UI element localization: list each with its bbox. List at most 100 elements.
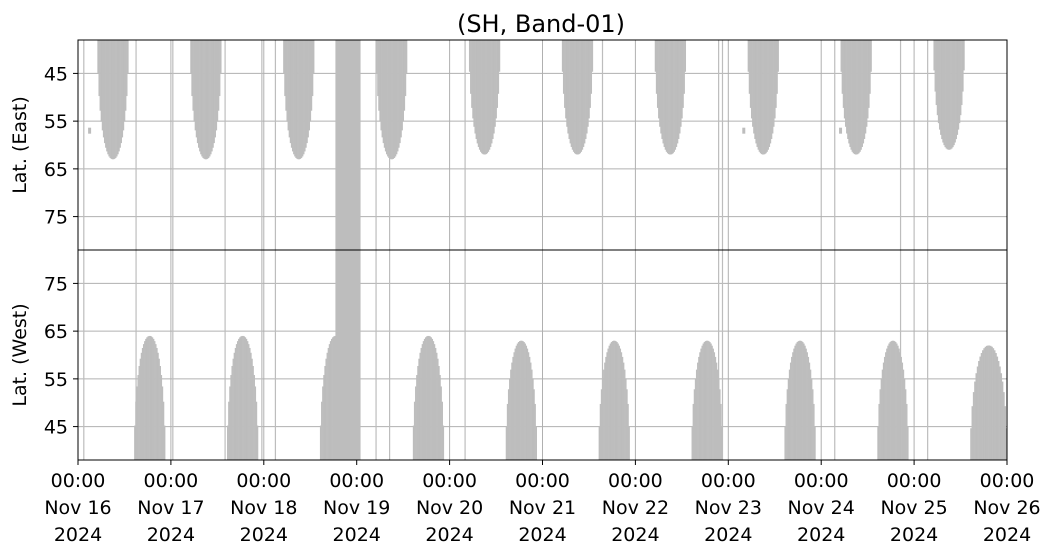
x-tick-label-line: 00:00 (887, 470, 942, 492)
coverage-marker (839, 127, 843, 134)
coverage-cell (907, 426, 909, 460)
coverage-cell (604, 362, 606, 460)
coverage-cell (255, 401, 258, 460)
coverage-cell (865, 40, 868, 127)
coverage-lobe (190, 40, 222, 160)
coverage-cell (144, 341, 146, 460)
coverage-cell (766, 40, 768, 152)
x-tick-label-line: 2024 (147, 524, 195, 546)
coverage-cell (527, 352, 530, 460)
coverage-cell (979, 356, 982, 460)
coverage-cell (309, 40, 312, 122)
coverage-cell (769, 40, 772, 144)
coverage-cell (380, 40, 382, 131)
coverage-cell (127, 40, 129, 74)
coverage-cell (567, 40, 569, 134)
coverage-cell (99, 40, 101, 111)
x-tick-label-line: 00:00 (144, 470, 199, 492)
coverage-cell (752, 40, 754, 127)
coverage-cell (489, 40, 492, 147)
y-tick-label: 55 (44, 369, 68, 391)
coverage-cell (673, 40, 675, 152)
coverage-cell (589, 40, 591, 108)
y-tick-label: 55 (44, 111, 68, 133)
coverage-cell (427, 335, 429, 460)
coverage-cell (786, 389, 789, 460)
coverage-cell (219, 40, 221, 97)
coverage-cell (975, 373, 978, 460)
coverage-cell (603, 369, 605, 460)
coverage-cell (776, 40, 778, 94)
coverage-cell (692, 403, 695, 460)
coverage-cell (993, 350, 996, 460)
coverage-cell (387, 40, 389, 157)
coverage-cell (510, 369, 512, 460)
coverage-cell (480, 40, 482, 152)
coverage-cell (775, 40, 777, 108)
coverage-cell (879, 389, 881, 460)
coverage-cell (162, 401, 165, 460)
coverage-cell (158, 358, 160, 460)
coverage-cell (980, 353, 983, 460)
coverage-cell (249, 347, 251, 460)
coverage-cell (710, 343, 712, 460)
coverage-cell (1004, 406, 1006, 460)
coverage-cell (656, 40, 659, 108)
coverage-cell (974, 381, 976, 460)
coverage-cell (842, 40, 845, 108)
coverage-cell (664, 40, 667, 150)
coverage-cell (323, 375, 325, 460)
coverage-cell (513, 352, 515, 460)
x-tick-label-line: 00:00 (980, 470, 1035, 492)
coverage-cell (496, 40, 499, 108)
coverage-cell (850, 40, 852, 150)
coverage-cell (991, 346, 993, 460)
coverage-cell (290, 40, 293, 148)
coverage-cell (676, 40, 679, 144)
coverage-cell (430, 337, 432, 460)
coverage-cell (806, 352, 808, 460)
coverage-cell (933, 40, 935, 71)
coverage-cell (442, 425, 445, 460)
coverage-cell (487, 40, 490, 152)
coverage-cell (950, 40, 952, 150)
y-tick-label: 45 (44, 417, 68, 439)
coverage-cell (601, 378, 604, 460)
coverage-cell (889, 342, 891, 460)
coverage-cell (586, 40, 588, 134)
coverage-cell (482, 40, 484, 155)
coverage-cell (807, 356, 810, 460)
x-tick-label-line: 2024 (240, 524, 288, 546)
coverage-cell (161, 386, 164, 460)
coverage-cell (588, 40, 590, 119)
coverage-lobe (877, 340, 909, 460)
coverage-cell (677, 40, 680, 139)
coverage-cell (202, 40, 204, 158)
coverage-cell (392, 40, 395, 159)
coverage-cell (117, 40, 119, 155)
coverage-cell (760, 40, 763, 155)
coverage-cell (292, 40, 294, 152)
coverage-cell (231, 365, 233, 460)
coverage-cell (895, 342, 897, 460)
coverage-cell (402, 40, 405, 122)
coverage-cell (611, 341, 614, 460)
coverage-cell (518, 341, 521, 460)
coverage-lobe (468, 40, 501, 155)
coverage-cell (485, 40, 487, 155)
coverage-cell (324, 365, 326, 460)
coverage-cell (251, 358, 253, 460)
coverage-cell (578, 40, 580, 155)
coverage-cell (123, 40, 126, 122)
coverage-cell (296, 40, 298, 159)
coverage-cell (113, 40, 116, 159)
coverage-cell (765, 40, 767, 154)
coverage-cell (616, 342, 618, 460)
coverage-cell (803, 343, 805, 460)
coverage-cell (764, 40, 766, 155)
coverage-cell (333, 336, 335, 460)
coverage-cell (203, 40, 205, 159)
coverage-cell (808, 362, 811, 460)
coverage-cell (587, 40, 589, 127)
coverage-cell (196, 40, 199, 144)
